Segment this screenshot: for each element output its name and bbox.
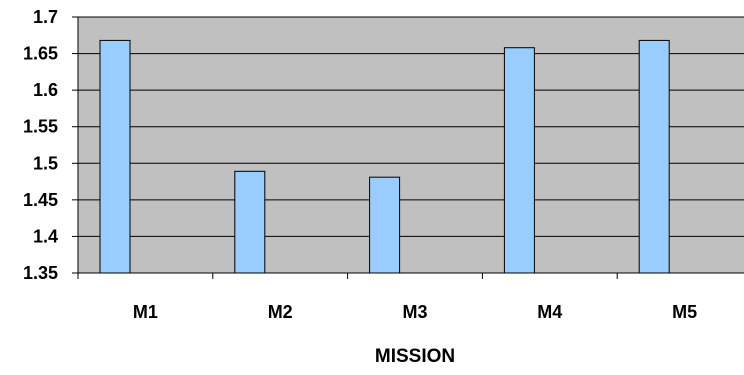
x-axis: M1 M2 M3 M4 M5 (77, 273, 697, 322)
y-tick-label: 1.4 (33, 226, 58, 246)
x-tick-label: M4 (537, 302, 562, 322)
bar-m2 (234, 170, 266, 274)
y-tick-label: 1.35 (23, 263, 58, 283)
y-tick-label: 1.6 (33, 80, 58, 100)
plot-area (77, 16, 744, 274)
y-tick-label: 1.5 (33, 153, 58, 173)
bar-m4 (503, 47, 535, 274)
x-tick-label: M2 (268, 302, 293, 322)
x-tick-label: M5 (672, 302, 697, 322)
y-axis: 1.35 1.4 1.45 1.5 1.55 1.6 1.65 1.7 (23, 7, 78, 283)
plot-border (77, 16, 744, 274)
x-tick-label: M3 (402, 302, 427, 322)
y-tick-label: 1.45 (23, 190, 58, 210)
y-tick-label: 1.65 (23, 44, 58, 64)
y-tick-label: 1.7 (33, 7, 58, 27)
bar-m5 (638, 39, 670, 274)
x-axis-title: MISSION (375, 346, 455, 367)
bar-m3 (369, 176, 401, 274)
bar-m1 (99, 39, 131, 274)
x-tick-label: M1 (133, 302, 158, 322)
y-tick-label: 1.55 (23, 117, 58, 137)
